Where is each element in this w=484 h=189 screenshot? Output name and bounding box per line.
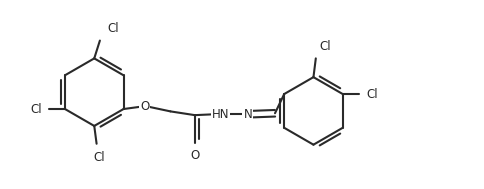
Text: HN: HN — [212, 108, 229, 121]
Text: Cl: Cl — [366, 88, 378, 101]
Text: Cl: Cl — [30, 103, 42, 115]
Text: Cl: Cl — [93, 151, 105, 164]
Text: Cl: Cl — [107, 22, 119, 35]
Text: O: O — [140, 100, 149, 113]
Text: O: O — [190, 149, 199, 162]
Text: Cl: Cl — [319, 40, 331, 53]
Text: N: N — [243, 108, 252, 121]
